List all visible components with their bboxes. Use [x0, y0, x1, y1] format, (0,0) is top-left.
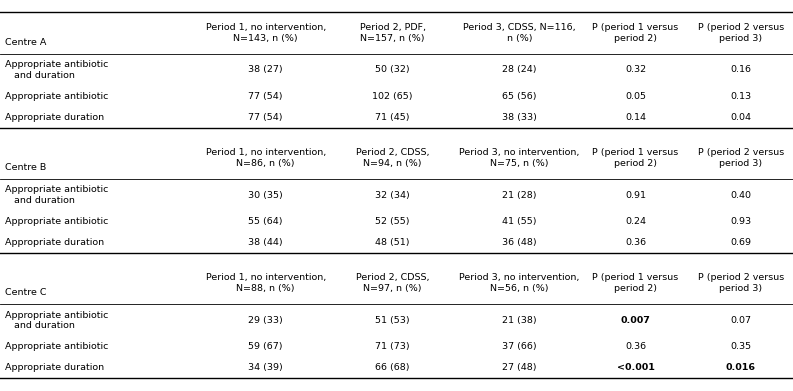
Text: 0.93: 0.93 — [730, 217, 751, 226]
Text: Appropriate duration: Appropriate duration — [5, 113, 104, 122]
Text: 30 (35): 30 (35) — [248, 190, 283, 200]
Text: 0.24: 0.24 — [625, 217, 646, 226]
Text: 55 (64): 55 (64) — [248, 217, 283, 226]
Text: Appropriate antibiotic: Appropriate antibiotic — [5, 217, 108, 226]
Text: 0.13: 0.13 — [730, 92, 751, 101]
Text: 66 (68): 66 (68) — [375, 363, 410, 373]
Text: 50 (32): 50 (32) — [375, 65, 410, 75]
Text: 71 (73): 71 (73) — [375, 342, 410, 352]
Text: <0.001: <0.001 — [617, 363, 654, 373]
Text: 38 (27): 38 (27) — [248, 65, 283, 75]
Text: 38 (44): 38 (44) — [248, 238, 283, 248]
Text: 0.36: 0.36 — [625, 342, 646, 352]
Text: 102 (65): 102 (65) — [372, 92, 413, 101]
Text: Centre B: Centre B — [5, 163, 46, 172]
Text: 0.016: 0.016 — [726, 363, 756, 373]
Text: Appropriate antibiotic: Appropriate antibiotic — [5, 342, 108, 352]
Text: 52 (55): 52 (55) — [375, 217, 410, 226]
Text: 0.16: 0.16 — [730, 65, 751, 75]
Text: Period 1, no intervention,
N=143, n (%): Period 1, no intervention, N=143, n (%) — [205, 23, 326, 43]
Text: 0.14: 0.14 — [625, 113, 646, 122]
Text: 59 (67): 59 (67) — [248, 342, 283, 352]
Text: 36 (48): 36 (48) — [502, 238, 537, 248]
Text: Period 1, no intervention,
N=86, n (%): Period 1, no intervention, N=86, n (%) — [205, 148, 326, 168]
Text: 0.69: 0.69 — [730, 238, 751, 248]
Text: 28 (24): 28 (24) — [502, 65, 537, 75]
Text: P (period 2 versus
period 3): P (period 2 versus period 3) — [698, 273, 783, 293]
Text: P (period 1 versus
period 2): P (period 1 versus period 2) — [592, 273, 679, 293]
Text: Appropriate antibiotic
   and duration: Appropriate antibiotic and duration — [5, 60, 108, 80]
Text: Appropriate duration: Appropriate duration — [5, 238, 104, 248]
Text: 29 (33): 29 (33) — [248, 316, 283, 325]
Text: Centre A: Centre A — [5, 38, 46, 47]
Text: 65 (56): 65 (56) — [502, 92, 537, 101]
Text: 71 (45): 71 (45) — [375, 113, 410, 122]
Text: Period 3, no intervention,
N=75, n (%): Period 3, no intervention, N=75, n (%) — [459, 148, 580, 168]
Text: 0.35: 0.35 — [730, 342, 751, 352]
Text: Period 3, no intervention,
N=56, n (%): Period 3, no intervention, N=56, n (%) — [459, 273, 580, 293]
Text: 21 (28): 21 (28) — [502, 190, 537, 200]
Text: Period 3, CDSS, N=116,
n (%): Period 3, CDSS, N=116, n (%) — [463, 23, 576, 43]
Text: 27 (48): 27 (48) — [502, 363, 537, 373]
Text: 41 (55): 41 (55) — [502, 217, 537, 226]
Text: Appropriate duration: Appropriate duration — [5, 363, 104, 373]
Text: 0.05: 0.05 — [625, 92, 646, 101]
Text: Period 1, no intervention,
N=88, n (%): Period 1, no intervention, N=88, n (%) — [205, 273, 326, 293]
Text: 0.07: 0.07 — [730, 316, 751, 325]
Text: P (period 1 versus
period 2): P (period 1 versus period 2) — [592, 23, 679, 43]
Text: Appropriate antibiotic: Appropriate antibiotic — [5, 92, 108, 101]
Text: 32 (34): 32 (34) — [375, 190, 410, 200]
Text: 37 (66): 37 (66) — [502, 342, 537, 352]
Text: 77 (54): 77 (54) — [248, 92, 283, 101]
Text: 0.32: 0.32 — [625, 65, 646, 75]
Text: 0.007: 0.007 — [621, 316, 650, 325]
Text: 0.36: 0.36 — [625, 238, 646, 248]
Text: P (period 1 versus
period 2): P (period 1 versus period 2) — [592, 148, 679, 168]
Text: 51 (53): 51 (53) — [375, 316, 410, 325]
Text: Period 2, CDSS,
N=97, n (%): Period 2, CDSS, N=97, n (%) — [356, 273, 429, 293]
Text: Appropriate antibiotic
   and duration: Appropriate antibiotic and duration — [5, 310, 108, 330]
Text: 0.40: 0.40 — [730, 190, 751, 200]
Text: Centre C: Centre C — [5, 288, 46, 297]
Text: 34 (39): 34 (39) — [248, 363, 283, 373]
Text: 38 (33): 38 (33) — [502, 113, 537, 122]
Text: P (period 2 versus
period 3): P (period 2 versus period 3) — [698, 148, 783, 168]
Text: 0.04: 0.04 — [730, 113, 751, 122]
Text: 21 (38): 21 (38) — [502, 316, 537, 325]
Text: Appropriate antibiotic
   and duration: Appropriate antibiotic and duration — [5, 185, 108, 205]
Text: 77 (54): 77 (54) — [248, 113, 283, 122]
Text: Period 2, PDF,
N=157, n (%): Period 2, PDF, N=157, n (%) — [359, 23, 426, 43]
Text: 0.91: 0.91 — [625, 190, 646, 200]
Text: Period 2, CDSS,
N=94, n (%): Period 2, CDSS, N=94, n (%) — [356, 148, 429, 168]
Text: 48 (51): 48 (51) — [375, 238, 410, 248]
Text: P (period 2 versus
period 3): P (period 2 versus period 3) — [698, 23, 783, 43]
